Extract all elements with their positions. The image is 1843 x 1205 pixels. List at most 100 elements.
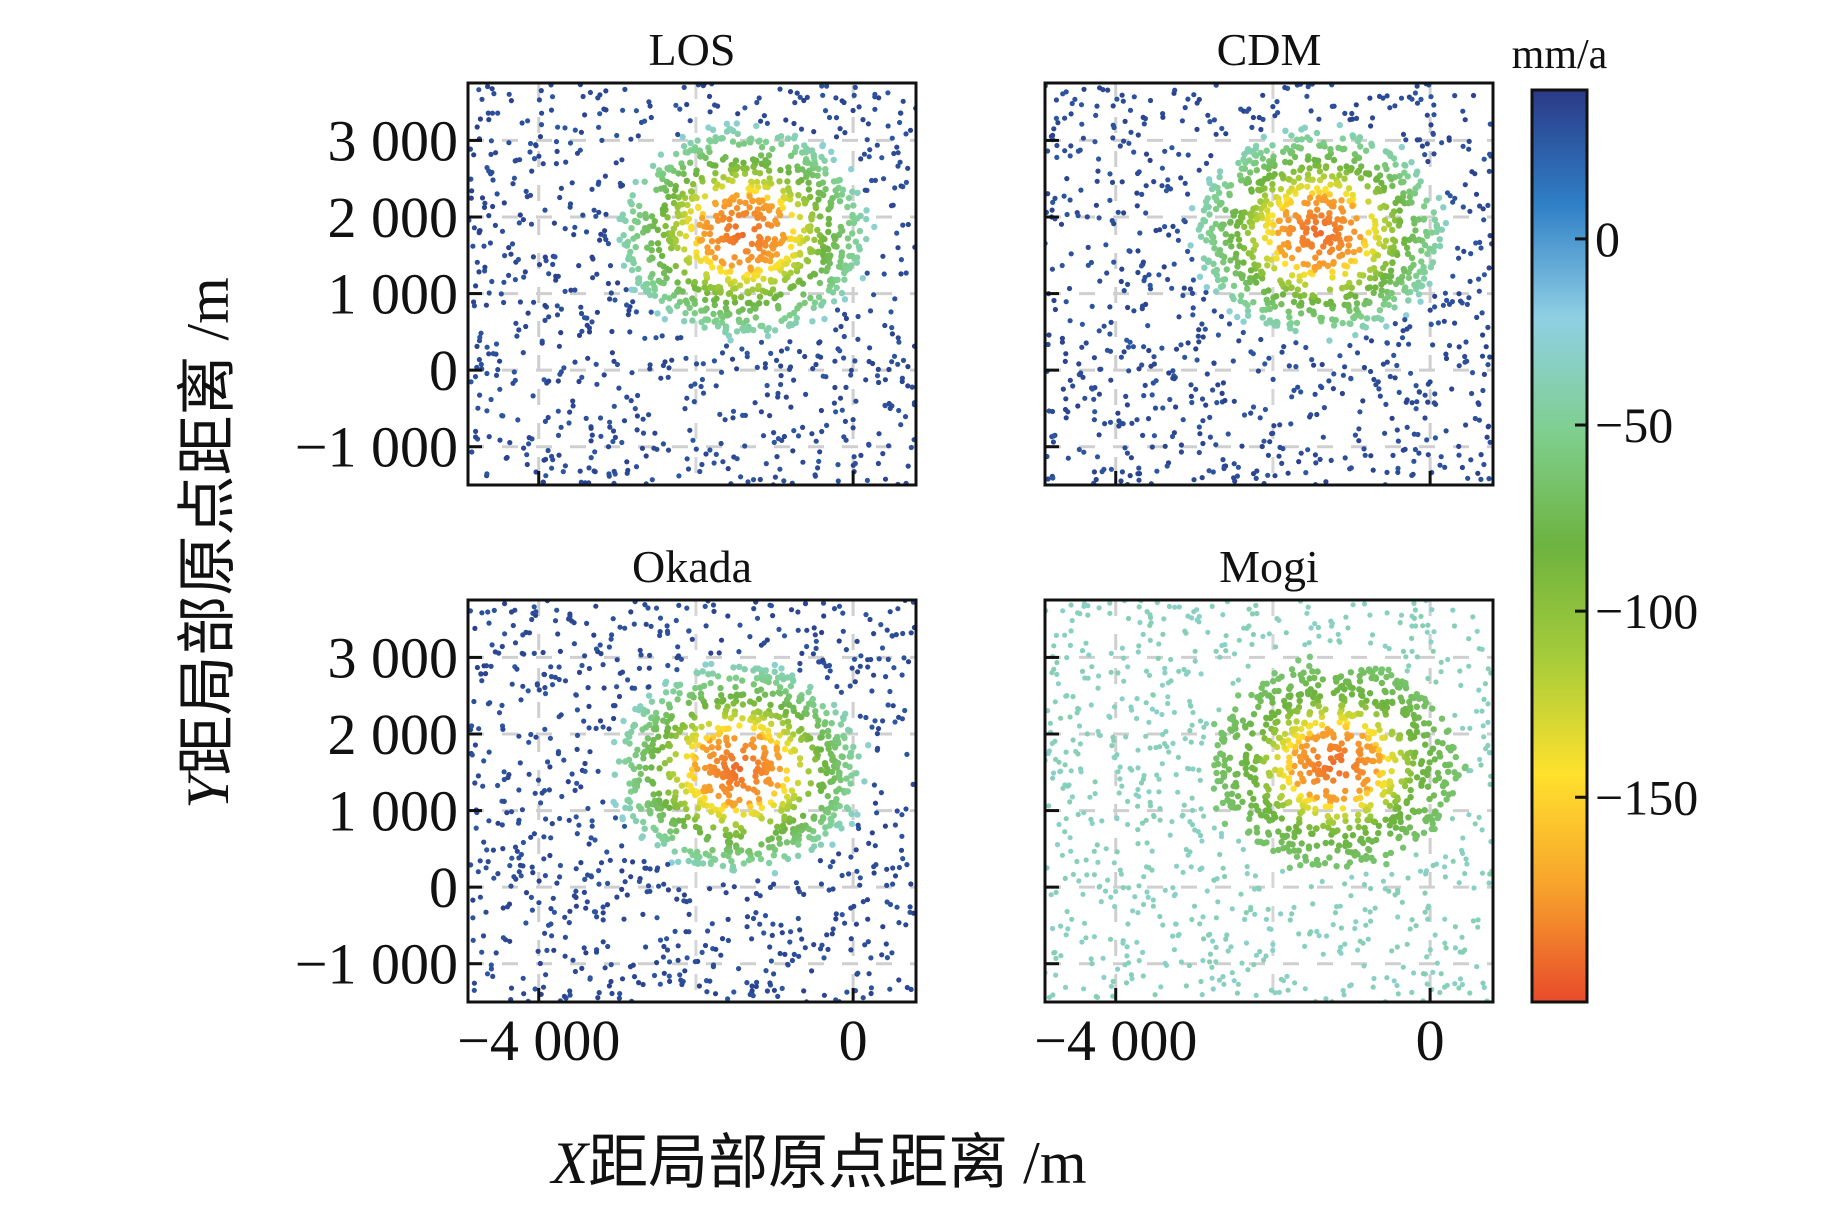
scatter-point — [1480, 387, 1486, 394]
scatter-point — [1457, 298, 1464, 304]
scatter-point — [1483, 344, 1489, 350]
scatter-point — [1441, 864, 1448, 870]
scatter-point — [894, 904, 900, 910]
scatter-point — [1236, 338, 1242, 344]
scatter-point — [1359, 323, 1366, 330]
scatter-point — [1269, 212, 1276, 219]
scatter-point — [732, 171, 739, 179]
scatter-point — [675, 817, 683, 824]
scatter-point — [538, 122, 545, 128]
scatter-point — [1466, 138, 1472, 144]
scatter-point — [1260, 633, 1266, 640]
scatter-point — [1350, 314, 1357, 321]
scatter-point — [572, 224, 578, 230]
scatter-point — [514, 333, 520, 339]
scatter-point — [1370, 265, 1378, 272]
scatter-point — [1370, 255, 1377, 263]
scatter-point — [1292, 707, 1299, 714]
scatter-point — [1396, 389, 1402, 395]
scatter-point — [749, 197, 756, 205]
scatter-point — [1271, 423, 1277, 429]
scatter-point — [1119, 266, 1125, 272]
scatter-point — [1215, 332, 1221, 338]
scatter-point — [1304, 241, 1311, 248]
scatter-point — [1212, 205, 1220, 213]
scatter-point — [1139, 191, 1145, 197]
scatter-point — [642, 865, 648, 871]
scatter-point — [675, 943, 681, 949]
scatter-point — [1412, 281, 1420, 289]
scatter-point — [762, 365, 768, 371]
scatter-point — [794, 236, 801, 243]
scatter-point — [1112, 903, 1118, 910]
scatter-point — [1188, 205, 1196, 212]
scatter-point — [719, 936, 726, 942]
scatter-point — [612, 815, 619, 821]
scatter-point — [1109, 743, 1115, 749]
scatter-point — [1301, 124, 1309, 131]
scatter-point — [481, 243, 487, 249]
scatter-point — [635, 392, 641, 399]
scatter-point — [748, 240, 756, 248]
scatter-point — [661, 293, 669, 300]
scatter-point — [736, 259, 743, 266]
scatter-point — [677, 972, 683, 978]
scatter-point — [858, 653, 864, 659]
scatter-point — [632, 817, 640, 825]
scatter-point — [545, 759, 551, 765]
scatter-point — [642, 602, 648, 608]
scatter-point — [684, 101, 690, 108]
scatter-point — [1313, 842, 1321, 849]
scatter-point — [695, 204, 702, 212]
scatter-point — [795, 841, 802, 848]
scatter-point — [606, 644, 613, 650]
scatter-point — [1211, 720, 1218, 728]
scatter-point — [816, 659, 822, 665]
scatter-point — [1286, 159, 1294, 166]
scatter-point — [764, 332, 772, 340]
scatter-point — [1318, 314, 1326, 322]
scatter-point — [1066, 285, 1073, 292]
scatter-point — [1335, 244, 1343, 251]
scatter-point — [1382, 430, 1388, 436]
scatter-point — [1178, 342, 1184, 348]
scatter-point — [549, 453, 555, 459]
scatter-point — [1436, 236, 1444, 243]
scatter-point — [1339, 208, 1347, 215]
scatter-point — [1139, 303, 1146, 309]
scatter-point — [1336, 253, 1343, 260]
scatter-point — [594, 309, 601, 315]
scatter-point — [775, 390, 781, 396]
y-tick-label: −1 000 — [295, 415, 458, 480]
scatter-point — [624, 238, 632, 246]
scatter-point — [869, 177, 875, 184]
scatter-point — [1444, 297, 1450, 303]
scatter-point — [1206, 468, 1212, 474]
scatter-point — [767, 413, 773, 419]
scatter-point — [633, 108, 640, 114]
scatter-point — [1169, 433, 1176, 440]
scatter-point — [671, 848, 678, 855]
scatter-point — [776, 765, 784, 773]
scatter-point — [683, 929, 689, 935]
scatter-point — [821, 721, 828, 728]
scatter-point — [1422, 741, 1429, 748]
scatter-point — [598, 860, 605, 866]
scatter-point — [1201, 218, 1209, 225]
scatter-point — [1481, 371, 1487, 377]
scatter-point — [557, 371, 563, 377]
scatter-point — [794, 852, 802, 859]
scatter-point — [825, 254, 832, 261]
scatter-point — [1484, 434, 1490, 440]
scatter-point — [725, 937, 732, 944]
scatter-point — [850, 219, 858, 227]
scatter-point — [760, 744, 768, 752]
scatter-point — [474, 364, 480, 370]
scatter-point — [777, 466, 783, 472]
scatter-point — [895, 361, 901, 367]
scatter-point — [616, 995, 623, 1001]
scatter-point — [1377, 393, 1383, 399]
scatter-point — [675, 644, 681, 650]
scatter-point — [1121, 210, 1127, 216]
scatter-point — [675, 212, 682, 220]
